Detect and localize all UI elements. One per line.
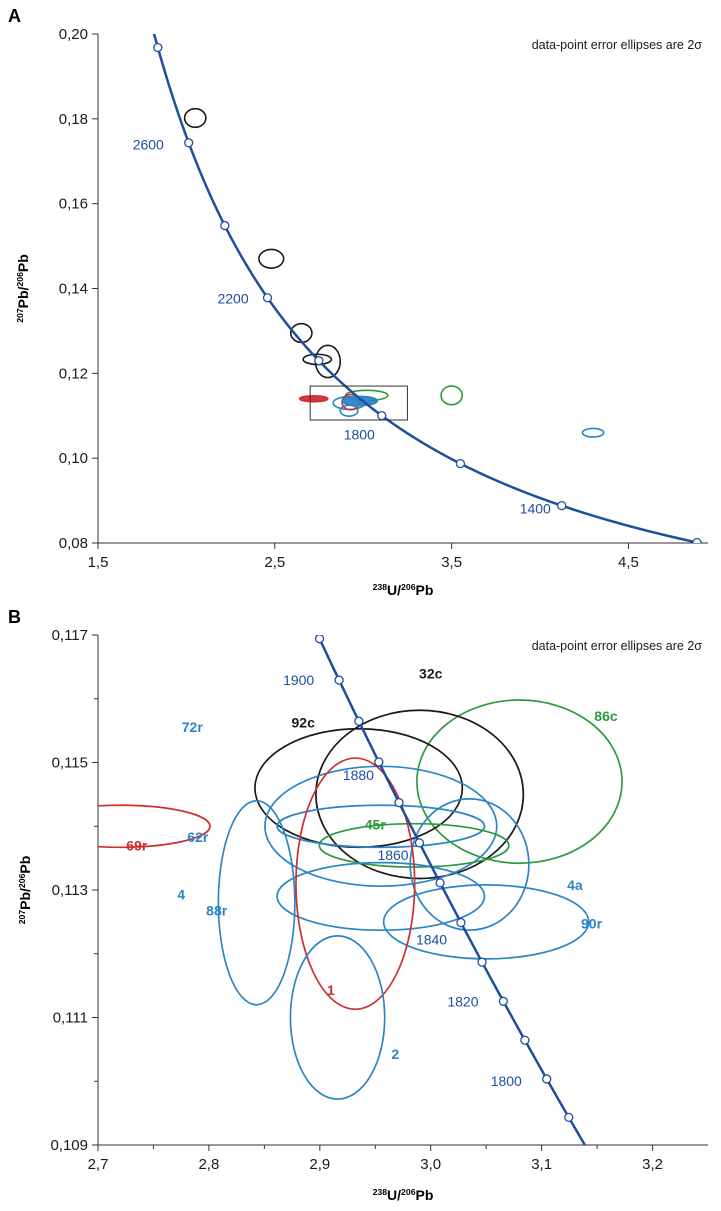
age-marker	[153, 42, 163, 53]
ellipse-label: 92c	[292, 714, 316, 730]
y-tick-label: 0,18	[59, 111, 88, 128]
error-ellipse-4a	[409, 797, 530, 932]
age-marker	[184, 138, 194, 148]
age-marker	[314, 356, 324, 366]
panel-letter: A	[8, 6, 21, 26]
age-marker	[498, 996, 509, 1006]
ellipse-label: 88r	[206, 903, 228, 919]
ellipse-label: 32c	[419, 665, 443, 681]
ellipse-label: 4a	[567, 877, 583, 893]
error-ellipse-note: data-point error ellipses are 2σ	[532, 38, 703, 52]
inset-zoom-box	[309, 385, 408, 421]
x-tick-label: 2,9	[309, 1156, 330, 1173]
age-marker	[520, 1035, 530, 1045]
age-marker	[374, 757, 384, 767]
ellipse-label: 86c	[594, 708, 618, 724]
y-tick-label: 0,08	[59, 535, 88, 552]
x-axis-label: 238U/206Pb	[373, 1187, 434, 1203]
age-marker	[542, 1074, 552, 1084]
y-tick-label: 0,16	[59, 196, 88, 213]
x-axis-label: 238U/206Pb	[373, 582, 434, 598]
age-label: 1880	[343, 767, 374, 783]
age-label: 1800	[344, 427, 375, 443]
ellipse-label: 2	[391, 1046, 399, 1062]
age-marker	[692, 537, 702, 543]
error-ellipse	[298, 395, 329, 403]
age-marker	[354, 716, 364, 726]
y-tick-label: 0,113	[52, 882, 88, 899]
x-tick-label: 3,1	[531, 1156, 552, 1173]
age-marker	[262, 293, 273, 303]
error-ellipse	[581, 427, 605, 438]
age-label: 1860	[377, 847, 408, 863]
error-ellipse	[183, 107, 207, 129]
age-marker	[377, 410, 387, 421]
error-ellipse-90r	[382, 884, 590, 960]
ellipse-label: 1	[327, 982, 335, 998]
age-marker	[557, 500, 567, 511]
y-tick-label: 0,109	[50, 1137, 88, 1154]
error-ellipse-92c	[254, 727, 464, 849]
x-tick-label: 2,8	[198, 1156, 219, 1173]
y-tick-label: 0,115	[52, 755, 88, 772]
y-tick-label: 0,12	[59, 365, 88, 382]
x-tick-label: 2,5	[264, 554, 285, 571]
plot-area	[152, 34, 706, 543]
ellipse-label: 72r	[182, 719, 204, 735]
age-marker	[435, 878, 445, 888]
age-label: 1840	[416, 932, 447, 948]
age-label: 1400	[520, 501, 551, 517]
ellipse-label: 4	[177, 887, 185, 903]
x-tick-label: 4,5	[618, 554, 639, 571]
y-tick-label: 0,10	[59, 450, 88, 467]
y-axis-label: 207Pb/206Pb	[15, 254, 31, 323]
y-tick-label: 0,14	[59, 281, 88, 298]
x-tick-label: 3,5	[441, 554, 462, 571]
y-tick-label: 0,111	[53, 1010, 88, 1027]
error-ellipse-69r	[98, 804, 211, 849]
age-marker	[564, 1112, 574, 1123]
x-tick-label: 2,7	[88, 1156, 109, 1173]
concordia-curve	[152, 34, 706, 543]
plot-area	[98, 635, 623, 1145]
age-marker	[220, 220, 230, 231]
ellipse-label: 90r	[581, 915, 603, 931]
error-ellipse-62r	[276, 804, 486, 849]
age-marker	[456, 917, 466, 928]
x-tick-label: 3,2	[642, 1156, 663, 1173]
y-tick-label: 0,20	[59, 26, 88, 43]
age-marker	[455, 458, 466, 469]
error-ellipse-32c	[315, 709, 525, 880]
error-ellipse-86c	[416, 699, 623, 865]
age-marker	[334, 675, 344, 685]
error-ellipse-2	[289, 935, 386, 1100]
ellipse-label: 62r	[187, 829, 209, 845]
y-tick-label: 0,117	[52, 627, 88, 644]
x-tick-label: 3,0	[420, 1156, 441, 1173]
age-label: 2600	[133, 137, 164, 153]
ellipse-label: 69r	[126, 837, 148, 853]
age-marker	[477, 957, 487, 967]
age-label: 1800	[491, 1073, 522, 1089]
age-marker	[314, 635, 325, 644]
error-ellipse	[440, 385, 464, 406]
ellipse-label: 45r	[365, 816, 387, 832]
age-label: 1820	[447, 993, 478, 1009]
x-tick-label: 1,5	[88, 554, 109, 571]
age-marker	[414, 838, 425, 848]
error-ellipse-note: data-point error ellipses are 2σ	[532, 639, 703, 653]
y-axis-label: 207Pb/206Pb	[17, 856, 33, 925]
age-label: 2200	[217, 291, 248, 307]
error-ellipse-88r	[276, 861, 486, 932]
age-marker	[394, 797, 404, 808]
error-ellipse-1	[295, 757, 416, 1011]
error-ellipse	[341, 395, 379, 407]
error-ellipse	[258, 248, 285, 269]
panel-letter: B	[8, 607, 21, 627]
age-label: 1900	[283, 672, 314, 688]
error-ellipse-4	[217, 799, 296, 1006]
